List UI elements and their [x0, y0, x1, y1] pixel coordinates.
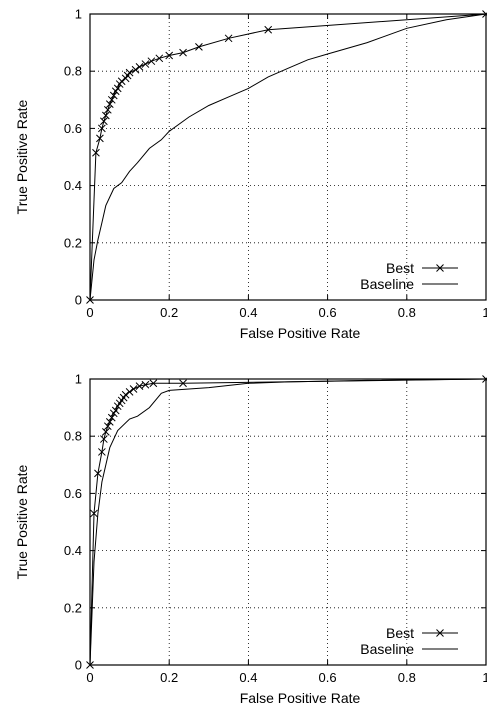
data-point-best — [101, 428, 110, 436]
y-axis-label: True Positive Rate — [14, 99, 30, 214]
data-point-best — [141, 60, 150, 68]
data-point-best — [141, 380, 150, 389]
data-point-best — [149, 379, 158, 388]
x-tick-label: 0.2 — [160, 305, 178, 320]
data-point-best — [101, 111, 110, 120]
data-point-best — [113, 84, 122, 93]
x-tick-label: 0.4 — [239, 305, 257, 320]
plot-frame — [89, 13, 487, 301]
legend-marker-best — [436, 629, 444, 637]
x-tick-label: 1 — [482, 670, 487, 685]
y-tick-label: 1 — [75, 7, 82, 22]
data-point-best — [195, 43, 203, 51]
data-point-best — [103, 105, 112, 114]
y-tick-label: 1 — [75, 372, 82, 387]
x-tick-label: 0 — [86, 670, 93, 685]
data-point-best — [98, 124, 106, 133]
data-point-best — [100, 117, 108, 126]
y-tick-label: 0.6 — [64, 486, 82, 501]
y-tick-label: 0.6 — [64, 121, 82, 136]
data-point-best — [224, 34, 233, 43]
data-point-best — [92, 148, 100, 157]
data-point-best — [264, 25, 273, 34]
y-tick-label: 0.4 — [64, 543, 82, 558]
x-tick-label: 0.6 — [319, 670, 337, 685]
legend-label-baseline: Baseline — [360, 641, 414, 657]
data-point-best — [125, 388, 134, 396]
x-tick-label: 0.6 — [319, 305, 337, 320]
data-point-best — [107, 413, 116, 422]
data-point-best — [155, 54, 164, 63]
x-tick-label: 0 — [86, 305, 93, 320]
data-point-best — [165, 51, 174, 60]
data-point-best — [100, 435, 108, 443]
legend-label-best: Best — [386, 260, 414, 276]
data-point-best — [103, 422, 112, 431]
series-line-best — [89, 378, 487, 666]
x-tick-label: 0.8 — [398, 670, 416, 685]
data-point-best — [131, 65, 140, 74]
data-point-best — [109, 91, 118, 100]
data-point-best — [147, 57, 156, 66]
data-point-best — [94, 469, 102, 478]
x-tick-label: 0.8 — [398, 305, 416, 320]
y-tick-label: 0.4 — [64, 178, 82, 193]
data-point-best — [121, 390, 130, 399]
x-tick-label: 1 — [482, 305, 487, 320]
legend-label-baseline: Baseline — [360, 276, 414, 292]
series-line-baseline — [89, 378, 487, 666]
data-point-best — [179, 379, 187, 388]
y-tick-label: 0.8 — [64, 429, 82, 444]
data-point-best — [135, 382, 144, 391]
x-axis-label: False Positive Rate — [240, 690, 361, 706]
data-point-best — [98, 448, 106, 456]
data-point-best — [105, 418, 114, 426]
series-line-best — [89, 13, 487, 301]
legend-marker-best — [436, 264, 444, 272]
roc-chart-1: 0 0.2 0.4 0.6 0.8 1 0 0.2 0.4 0.6 0.8 1 False Positi… — [14, 7, 487, 341]
data-point-best — [96, 134, 104, 143]
y-tick-label: 0 — [75, 293, 82, 308]
data-point-best — [107, 95, 116, 104]
data-point-best — [135, 63, 144, 71]
series-line-baseline — [89, 13, 487, 301]
x-tick-label: 0.4 — [239, 670, 257, 685]
y-tick-label: 0.8 — [64, 64, 82, 79]
x-tick-label: 0.2 — [160, 670, 178, 685]
y-tick-label: 0.2 — [64, 235, 82, 250]
y-tick-label: 0 — [75, 658, 82, 673]
y-tick-label: 0.2 — [64, 600, 82, 615]
y-axis-label: True Positive Rate — [14, 464, 30, 579]
roc-chart-2: 0 0.2 0.4 0.6 0.8 1 0 0.2 0.4 0.6 0.8 1 False Positi… — [14, 372, 487, 706]
legend-label-best: Best — [386, 625, 414, 641]
data-point-best — [179, 48, 187, 57]
x-axis-label: False Positive Rate — [240, 325, 361, 341]
data-point-best — [105, 100, 114, 108]
data-point-best — [111, 406, 120, 415]
data-point-best — [129, 385, 138, 393]
data-point-best — [90, 509, 98, 518]
plot-frame — [89, 378, 487, 666]
data-point-best — [125, 68, 134, 77]
